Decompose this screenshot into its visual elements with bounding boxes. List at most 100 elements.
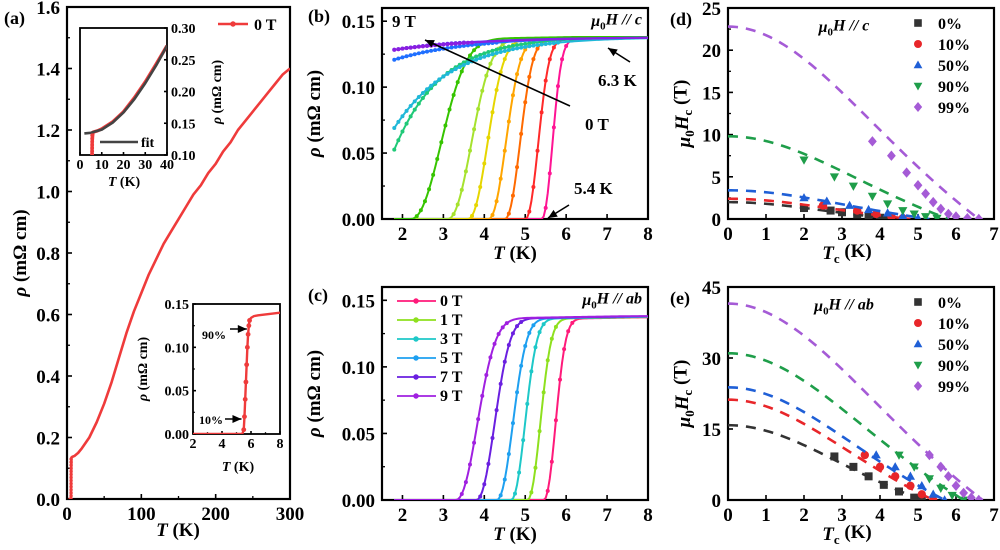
data-point	[564, 44, 569, 49]
text-span: (mΩ cm)	[10, 209, 31, 286]
data-point	[420, 95, 425, 100]
inset-data-point	[241, 427, 247, 433]
data-point	[69, 475, 73, 480]
data-point	[412, 107, 417, 112]
data-point	[502, 45, 507, 50]
data-point	[531, 40, 536, 45]
x-tick-label: 0	[77, 158, 84, 173]
data-point	[519, 131, 524, 136]
legend-marker	[914, 40, 922, 48]
data-point	[392, 57, 397, 62]
data-point-99pct	[902, 167, 911, 178]
data-point-90pct	[924, 475, 934, 484]
x-tick-label: 3	[439, 505, 449, 526]
y-tick-label: 0.10	[165, 341, 190, 356]
text-span: μ	[674, 137, 695, 149]
text-span: (mΩ cm)	[210, 60, 225, 117]
data-point	[500, 42, 505, 47]
data-point	[392, 126, 397, 131]
data-point	[429, 48, 434, 53]
legend-label: 10%	[938, 37, 970, 54]
x-tick-label: 7	[602, 224, 612, 245]
data-point	[519, 57, 524, 62]
plot-area	[728, 25, 984, 219]
data-point-0pct	[910, 493, 919, 500]
data-point	[470, 213, 475, 218]
data-point	[506, 119, 511, 124]
data-point	[510, 47, 515, 52]
x-tick-label: 6	[561, 224, 571, 245]
data-point	[551, 45, 556, 50]
data-point	[494, 47, 499, 52]
data-point	[416, 95, 421, 99]
data-point-90pct	[799, 156, 809, 165]
data-point	[515, 46, 520, 51]
data-point	[515, 390, 520, 395]
data-point	[510, 331, 515, 336]
data-point	[463, 480, 468, 485]
x-tick-label: 300	[276, 504, 305, 525]
text-span: (K)	[168, 520, 200, 541]
legend-label: 99%	[938, 379, 970, 396]
text-span: (K)	[505, 243, 537, 264]
data-point	[527, 330, 532, 335]
data-point-99pct	[887, 150, 896, 161]
data-point-99pct	[959, 487, 968, 499]
data-point-90pct	[936, 484, 946, 493]
fit-curve-50pct	[728, 189, 930, 219]
data-point-99pct	[928, 196, 938, 208]
data-point	[527, 74, 532, 79]
data-point	[494, 87, 499, 92]
data-point	[425, 49, 430, 54]
data-point	[408, 114, 413, 119]
data-point	[535, 148, 540, 153]
data-point	[433, 80, 438, 85]
data-point	[425, 43, 430, 48]
legend-label: 0%	[938, 16, 962, 33]
data-point	[408, 103, 413, 108]
legend-marker	[413, 317, 419, 323]
data-point	[437, 47, 442, 52]
data-point	[551, 125, 556, 130]
data-point	[547, 57, 552, 62]
legend-marker	[230, 21, 236, 27]
text-span: (K)	[116, 175, 140, 190]
x-tick-label: 2	[398, 505, 408, 526]
field-direction-label: μ0H // c	[590, 11, 642, 32]
data-point	[531, 323, 536, 328]
data-point	[529, 490, 534, 495]
data-point	[472, 440, 477, 445]
text-span: (K)	[230, 460, 254, 475]
x-tick-label: 2	[190, 437, 197, 452]
legend-label: 0 T	[254, 17, 277, 34]
data-point	[457, 64, 462, 69]
y-tick-label: 0.00	[342, 210, 375, 231]
data-point	[537, 429, 542, 434]
data-point	[498, 493, 503, 498]
data-point	[498, 49, 503, 54]
data-point-99pct	[974, 494, 984, 500]
data-point-0pct	[830, 452, 839, 461]
data-point	[414, 214, 419, 219]
inset-data-point	[244, 344, 250, 350]
data-point	[396, 119, 401, 124]
x-tick-label: 4	[480, 224, 490, 245]
data-point-50pct	[917, 481, 927, 490]
panel-b: 2 3 4 5 6 7 8 0.00 0.05 0.10 0.15 (b) T (K) ρ (mΩ cm)…	[304, 6, 653, 264]
y-tick-label: 0.15	[165, 298, 190, 313]
data-point	[470, 56, 475, 61]
data-point-50pct	[883, 208, 893, 217]
inset-bg	[193, 304, 280, 434]
y-tick-label: 0.6	[36, 306, 60, 327]
data-point	[490, 110, 495, 115]
field-direction-label: μ0H // ab	[813, 296, 874, 317]
text-span: ρ	[304, 147, 325, 158]
data-point	[69, 494, 73, 498]
inset-data-point	[243, 379, 249, 385]
text-span: H	[672, 114, 693, 131]
data-point	[439, 140, 444, 145]
fit-curve-10pct	[728, 398, 934, 500]
panel-label: (e)	[670, 288, 690, 309]
data-point	[502, 477, 507, 482]
